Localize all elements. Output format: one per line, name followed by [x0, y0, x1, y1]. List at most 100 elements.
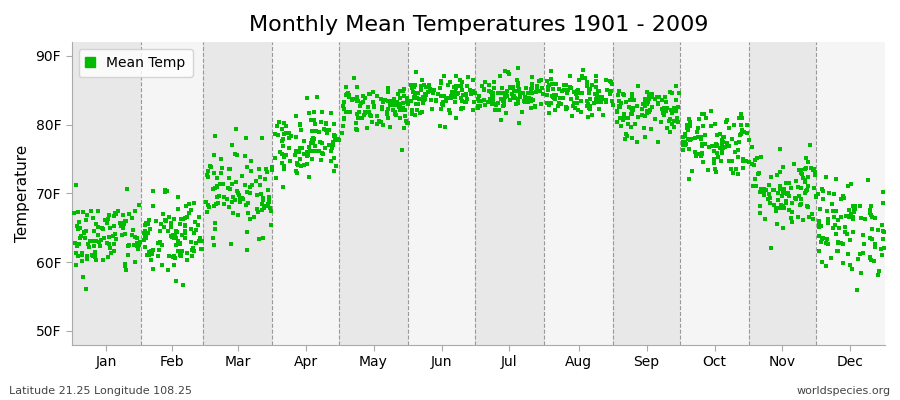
Point: [392, 115, 407, 121]
Point: [434, 106, 448, 112]
Point: [759, 186, 773, 193]
Point: [670, 97, 684, 103]
Point: [865, 236, 879, 242]
Point: [283, 135, 297, 142]
Point: [864, 212, 878, 218]
Point: [709, 131, 724, 138]
Point: [195, 246, 210, 252]
Point: [663, 89, 678, 95]
Point: [387, 98, 401, 104]
Point: [831, 240, 845, 246]
Point: [655, 106, 670, 112]
Point: [524, 98, 538, 104]
Point: [678, 132, 692, 139]
Point: [729, 140, 743, 146]
Point: [807, 172, 822, 178]
Point: [265, 167, 279, 173]
Point: [806, 167, 820, 174]
Bar: [816, 42, 885, 344]
Point: [580, 102, 595, 109]
Point: [439, 94, 454, 101]
Point: [482, 82, 497, 88]
Point: [448, 99, 463, 105]
Point: [794, 170, 808, 176]
Point: [782, 180, 796, 186]
Point: [201, 174, 215, 180]
Point: [396, 88, 410, 94]
Point: [261, 187, 275, 193]
Point: [829, 248, 843, 254]
Point: [338, 109, 353, 115]
Y-axis label: Temperature: Temperature: [15, 145, 30, 242]
Point: [484, 88, 499, 95]
Point: [610, 108, 625, 114]
Point: [638, 96, 652, 102]
Point: [562, 73, 577, 79]
Point: [846, 207, 860, 214]
Point: [467, 99, 482, 105]
Point: [395, 147, 410, 154]
Point: [459, 95, 473, 102]
Point: [775, 204, 789, 211]
Point: [513, 90, 527, 96]
Point: [831, 217, 845, 223]
Point: [140, 221, 155, 228]
Point: [744, 161, 759, 168]
Point: [631, 113, 645, 120]
Point: [284, 158, 298, 164]
Point: [542, 102, 556, 108]
Point: [326, 139, 340, 146]
Point: [143, 226, 157, 232]
Point: [378, 97, 392, 103]
Point: [532, 78, 546, 84]
Point: [416, 93, 430, 100]
Point: [664, 90, 679, 96]
Point: [459, 90, 473, 97]
Point: [144, 248, 158, 254]
Point: [209, 200, 223, 207]
Point: [410, 107, 424, 114]
Point: [362, 109, 376, 115]
Bar: [749, 42, 816, 344]
Point: [89, 221, 104, 227]
Point: [521, 90, 535, 96]
Point: [440, 95, 454, 101]
Point: [772, 146, 787, 152]
Point: [315, 140, 329, 146]
Point: [842, 237, 857, 243]
Point: [229, 179, 243, 185]
Point: [760, 196, 775, 203]
Point: [644, 104, 659, 110]
Point: [742, 159, 756, 166]
Point: [255, 207, 269, 213]
Point: [361, 104, 375, 110]
Point: [812, 224, 826, 230]
Point: [179, 202, 194, 209]
Point: [725, 170, 740, 176]
Point: [680, 141, 694, 147]
Point: [648, 96, 662, 102]
Point: [309, 128, 323, 134]
Point: [115, 212, 130, 218]
Point: [733, 139, 747, 146]
Point: [274, 126, 289, 132]
Point: [605, 98, 619, 104]
Point: [854, 270, 868, 276]
Point: [289, 113, 303, 119]
Point: [612, 98, 626, 104]
Point: [166, 234, 180, 241]
Point: [282, 145, 296, 151]
Point: [788, 195, 802, 201]
Point: [407, 94, 421, 101]
Point: [621, 121, 635, 127]
Point: [549, 92, 563, 98]
Point: [383, 102, 398, 108]
Point: [758, 216, 772, 222]
Point: [184, 253, 199, 260]
Point: [294, 163, 309, 169]
Point: [397, 93, 411, 100]
Point: [474, 98, 489, 104]
Point: [710, 142, 724, 148]
Point: [853, 215, 868, 221]
Point: [138, 233, 152, 239]
